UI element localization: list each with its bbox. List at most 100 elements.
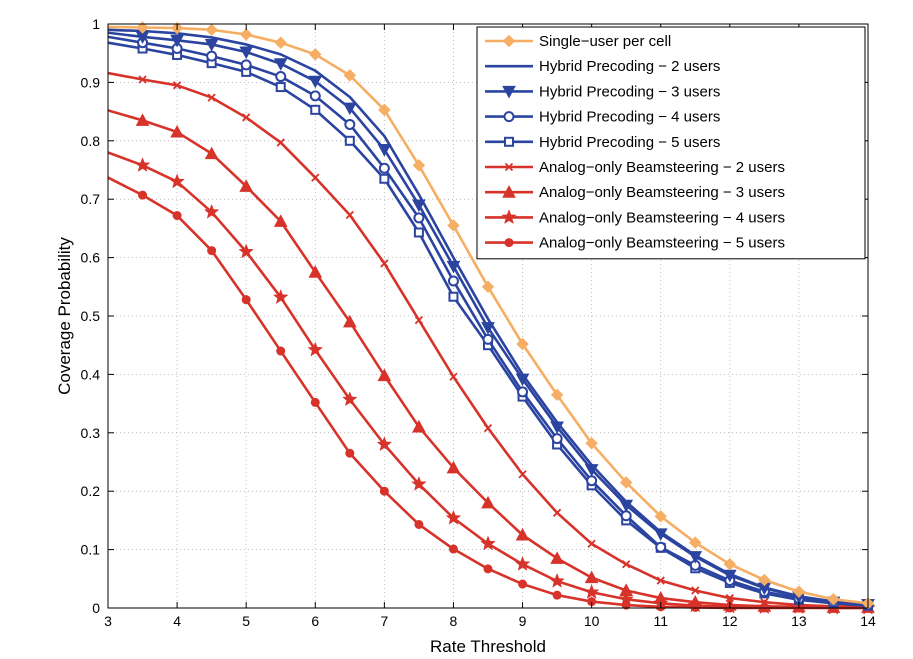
x-tick-label: 9 bbox=[519, 613, 527, 629]
data-point bbox=[447, 275, 459, 287]
data-point bbox=[273, 214, 288, 227]
data-point bbox=[412, 419, 426, 433]
data-point bbox=[169, 173, 185, 189]
data-point bbox=[138, 75, 147, 84]
data-point bbox=[239, 179, 254, 192]
data-point bbox=[379, 173, 390, 184]
legend: Single−user per cell Hybrid Precoding − 2… bbox=[476, 26, 866, 260]
data-point bbox=[516, 337, 529, 351]
data-point bbox=[723, 557, 737, 571]
legend-item: Analog−only Beamsteering − 5 users bbox=[485, 235, 785, 252]
x-tick-label: 10 bbox=[584, 613, 600, 629]
y-tick-label: 0 bbox=[92, 600, 100, 616]
data-point bbox=[446, 460, 461, 474]
axes: 3 4 5 6 7 8 9 10 11 12 13 14 0 0.1 0.2 0.3 0.4 0.5 0.6 0.7 0… bbox=[81, 16, 876, 629]
y-tick-label: 0.4 bbox=[81, 366, 101, 382]
x-tick-label: 4 bbox=[173, 613, 181, 629]
legend-item: Hybrid Precoding − 3 users bbox=[485, 83, 720, 100]
y-tick-label: 0.3 bbox=[81, 425, 101, 441]
data-point bbox=[204, 146, 219, 160]
legend-marker bbox=[502, 85, 516, 99]
data-point bbox=[622, 560, 631, 569]
data-point bbox=[414, 519, 424, 529]
data-point bbox=[518, 470, 527, 479]
legend-box bbox=[476, 26, 866, 260]
data-point bbox=[136, 21, 149, 34]
data-point bbox=[308, 75, 323, 89]
x-axis-label: Rate Threshold bbox=[430, 637, 546, 656]
data-point bbox=[517, 386, 529, 398]
data-point bbox=[310, 397, 320, 407]
data-point bbox=[619, 583, 634, 596]
data-point bbox=[689, 536, 702, 549]
data-point bbox=[583, 584, 600, 599]
data-point bbox=[380, 259, 389, 268]
data-point bbox=[413, 227, 424, 238]
data-point bbox=[514, 556, 531, 571]
legend-marker bbox=[504, 162, 514, 172]
x-tick-label: 8 bbox=[450, 613, 458, 629]
data-point bbox=[170, 34, 184, 48]
data-point bbox=[273, 58, 288, 71]
data-point bbox=[445, 509, 462, 525]
data-point bbox=[619, 476, 633, 489]
data-point bbox=[483, 423, 493, 433]
data-point bbox=[308, 265, 323, 278]
data-point bbox=[620, 510, 632, 522]
data-point bbox=[276, 346, 286, 356]
data-point bbox=[792, 585, 806, 598]
data-point bbox=[345, 448, 355, 458]
data-point bbox=[481, 280, 495, 294]
data-point bbox=[549, 572, 565, 588]
data-point bbox=[378, 162, 390, 174]
series-2 bbox=[107, 28, 869, 606]
data-point bbox=[138, 190, 148, 200]
data-point bbox=[342, 391, 358, 407]
data-point bbox=[238, 243, 254, 259]
data-point bbox=[414, 315, 424, 325]
legend-item: Hybrid Precoding − 5 users bbox=[485, 134, 720, 151]
data-point bbox=[376, 436, 393, 452]
legend-label: Analog−only Beamsteering − 3 users bbox=[539, 184, 785, 201]
series-line bbox=[107, 28, 869, 606]
legend-label: Single−user per cell bbox=[539, 33, 671, 50]
legend-marker bbox=[502, 185, 516, 198]
data-point bbox=[379, 486, 389, 496]
y-tick-label: 0.1 bbox=[81, 542, 101, 558]
x-tick-label: 7 bbox=[380, 613, 388, 629]
data-point bbox=[481, 495, 495, 509]
legend-label: Hybrid Precoding − 2 users bbox=[539, 58, 720, 75]
data-point bbox=[654, 510, 667, 523]
data-point bbox=[552, 508, 562, 517]
data-point bbox=[758, 573, 771, 587]
data-point bbox=[307, 341, 324, 357]
data-point bbox=[550, 388, 564, 402]
y-tick-label: 0.5 bbox=[81, 308, 101, 324]
data-point bbox=[584, 570, 599, 584]
data-point bbox=[309, 90, 321, 102]
data-point bbox=[242, 113, 251, 122]
legend-item: Analog−only Beamsteering − 3 users bbox=[485, 184, 785, 201]
data-point bbox=[377, 368, 392, 382]
data-point bbox=[310, 104, 321, 115]
legend-label: Hybrid Precoding − 4 users bbox=[539, 109, 720, 126]
x-tick-label: 13 bbox=[791, 613, 807, 629]
y-tick-label: 0.9 bbox=[81, 74, 101, 90]
data-point bbox=[203, 203, 220, 219]
data-point bbox=[342, 314, 357, 328]
data-point bbox=[240, 59, 252, 71]
y-tick-label: 0.7 bbox=[81, 191, 101, 207]
data-point bbox=[656, 576, 665, 585]
data-point bbox=[551, 433, 563, 445]
data-point bbox=[343, 69, 357, 82]
data-point bbox=[241, 295, 251, 305]
data-point bbox=[206, 50, 218, 62]
data-point bbox=[827, 593, 840, 606]
data-point bbox=[587, 539, 596, 548]
data-point bbox=[412, 159, 426, 172]
data-point bbox=[518, 579, 528, 589]
data-point bbox=[272, 289, 289, 304]
data-point bbox=[239, 46, 254, 60]
data-point bbox=[172, 211, 182, 221]
